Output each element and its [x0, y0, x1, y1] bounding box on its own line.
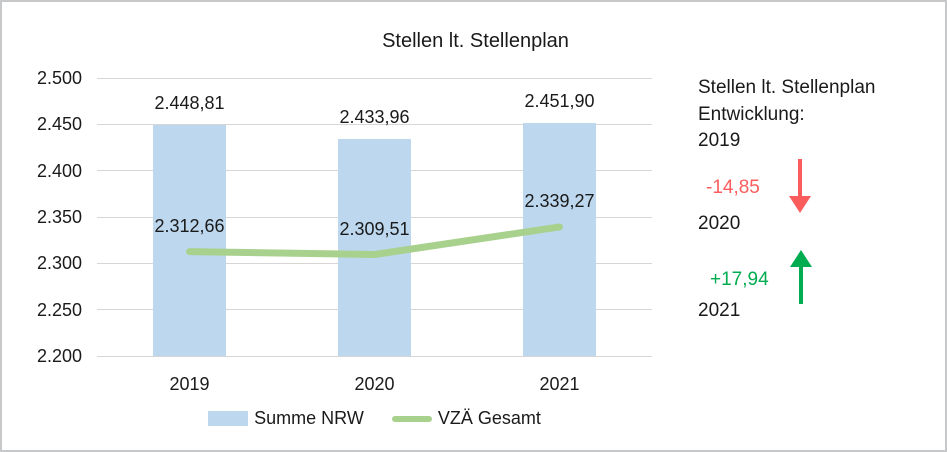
legend-item-vza-gesamt: VZÄ Gesamt: [391, 408, 541, 429]
bar-summe-nrw: [523, 122, 596, 356]
bar-value-label: 2.448,81: [154, 93, 225, 114]
line-value-label: 2.312,66: [154, 215, 225, 236]
line-value-label: 2.339,27: [524, 190, 595, 211]
bar-summe-nrw: [338, 139, 411, 356]
y-axis-tick-label: 2.500: [36, 68, 82, 88]
panel-year-2021: 2021: [698, 300, 741, 321]
y-axis-tick-label: 2.450: [36, 114, 82, 135]
gridline: [97, 355, 652, 357]
y-axis-tick-label: 2.300: [36, 253, 82, 274]
y-axis-tick-label: 2.250: [36, 299, 82, 320]
y-axis-tick-label: 2.350: [36, 207, 82, 227]
x-axis-tick-label: 2019: [169, 374, 210, 394]
bar-value-label: 2.433,96: [339, 107, 410, 128]
line-swatch-icon: [391, 415, 432, 422]
gridline: [97, 123, 652, 125]
delta-negative-value: -14,85: [706, 177, 760, 198]
x-axis-tick-label: 2021: [539, 374, 580, 394]
arrow-up-icon: [790, 250, 812, 304]
panel-year-2020: 2020: [698, 213, 741, 234]
panel-heading-line1: Stellen lt. Stellenplan: [698, 77, 876, 98]
legend-label-vza-gesamt: VZÄ Gesamt: [437, 408, 541, 428]
legend: Summe NRW VZÄ Gesamt: [97, 408, 652, 429]
bar-summe-nrw: [153, 125, 226, 356]
gridline: [97, 77, 652, 79]
legend-item-summe-nrw: Summe NRW: [208, 408, 364, 429]
panel-year-2019: 2019: [698, 130, 741, 151]
delta-positive-value: +17,94: [710, 269, 769, 290]
panel-heading-line2: Entwicklung:: [698, 104, 805, 125]
y-axis-tick-label: 2.400: [36, 160, 82, 181]
bar-swatch-icon: [208, 411, 249, 426]
arrow-down-icon: [789, 159, 811, 213]
bar-value-label: 2.451,90: [524, 90, 595, 111]
y-axis-tick-label: 2.200: [36, 346, 82, 366]
x-axis-tick-label: 2020: [354, 374, 395, 394]
line-value-label: 2.309,51: [339, 218, 410, 239]
development-panel: Stellen lt. Stellenplan Entwicklung: 201…: [698, 2, 943, 450]
chart-title: Stellen lt. Stellenplan: [382, 30, 569, 52]
legend-label-summe-nrw: Summe NRW: [254, 408, 364, 428]
